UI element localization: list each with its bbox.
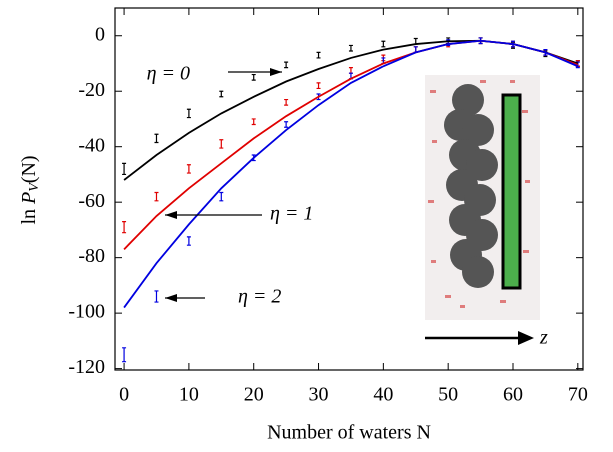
error-bar bbox=[122, 220, 127, 234]
plot-frame bbox=[114, 7, 584, 371]
y-label-part: ln bbox=[18, 204, 40, 225]
annotation: η = 1 bbox=[270, 203, 313, 225]
error-bar bbox=[219, 191, 224, 202]
y-tick-label: -20 bbox=[78, 79, 105, 101]
error-bar bbox=[284, 98, 289, 106]
inset-probe bbox=[501, 93, 522, 290]
error-bar bbox=[251, 73, 256, 81]
annotation-arrowhead bbox=[165, 294, 177, 302]
x-tick-label: 60 bbox=[503, 384, 523, 406]
y-label-part: (N) bbox=[18, 155, 40, 183]
error-bar bbox=[154, 133, 159, 144]
inset-arrowhead bbox=[518, 331, 534, 345]
y-tick-label: -60 bbox=[78, 190, 105, 212]
error-bar bbox=[154, 191, 159, 202]
y-axis-label: ln PV(N) bbox=[18, 155, 43, 224]
x-tick-label: 10 bbox=[179, 384, 199, 406]
y-tick-label: -120 bbox=[68, 356, 105, 378]
error-bar bbox=[219, 139, 224, 149]
x-tick-label: 40 bbox=[373, 384, 393, 406]
annotation-arrowhead bbox=[270, 68, 282, 76]
annotation: η = 0 bbox=[147, 63, 190, 85]
error-bar bbox=[186, 236, 191, 246]
error-bar bbox=[186, 108, 191, 119]
error-bar bbox=[186, 164, 191, 174]
y-tick-label: 0 bbox=[95, 23, 105, 45]
error-bar bbox=[316, 51, 321, 59]
x-tick-label: 70 bbox=[568, 384, 588, 406]
inset-spheres bbox=[444, 84, 498, 288]
y-tick-label: -100 bbox=[68, 301, 105, 323]
y-label-part: P bbox=[18, 192, 40, 205]
x-tick-label: 50 bbox=[438, 384, 458, 406]
error-bar bbox=[348, 67, 353, 74]
error-bar bbox=[122, 162, 127, 176]
y-label-part: V bbox=[27, 182, 42, 192]
line bbox=[123, 39, 579, 309]
inset: z bbox=[425, 75, 548, 349]
error-bar bbox=[219, 90, 224, 98]
annotation-arrowhead bbox=[165, 211, 177, 219]
error-bar bbox=[122, 347, 127, 363]
inset-water bbox=[428, 80, 530, 308]
x-tick-label: 30 bbox=[309, 384, 329, 406]
x-tick-label: 0 bbox=[119, 384, 129, 406]
error-bar bbox=[284, 121, 289, 128]
y-tick-label: -40 bbox=[78, 134, 105, 156]
x-axis-label: Number of waters N bbox=[267, 422, 431, 444]
error-bar bbox=[154, 290, 159, 303]
inset-label: z bbox=[539, 327, 548, 349]
error-bar bbox=[381, 40, 386, 48]
error-bar bbox=[316, 82, 321, 90]
error-bar bbox=[251, 118, 256, 126]
annotation: η = 2 bbox=[238, 286, 281, 308]
y-tick-label: -80 bbox=[78, 245, 105, 267]
error-bar bbox=[348, 44, 353, 52]
x-tick-label: 20 bbox=[244, 384, 264, 406]
error-bar bbox=[284, 61, 289, 69]
